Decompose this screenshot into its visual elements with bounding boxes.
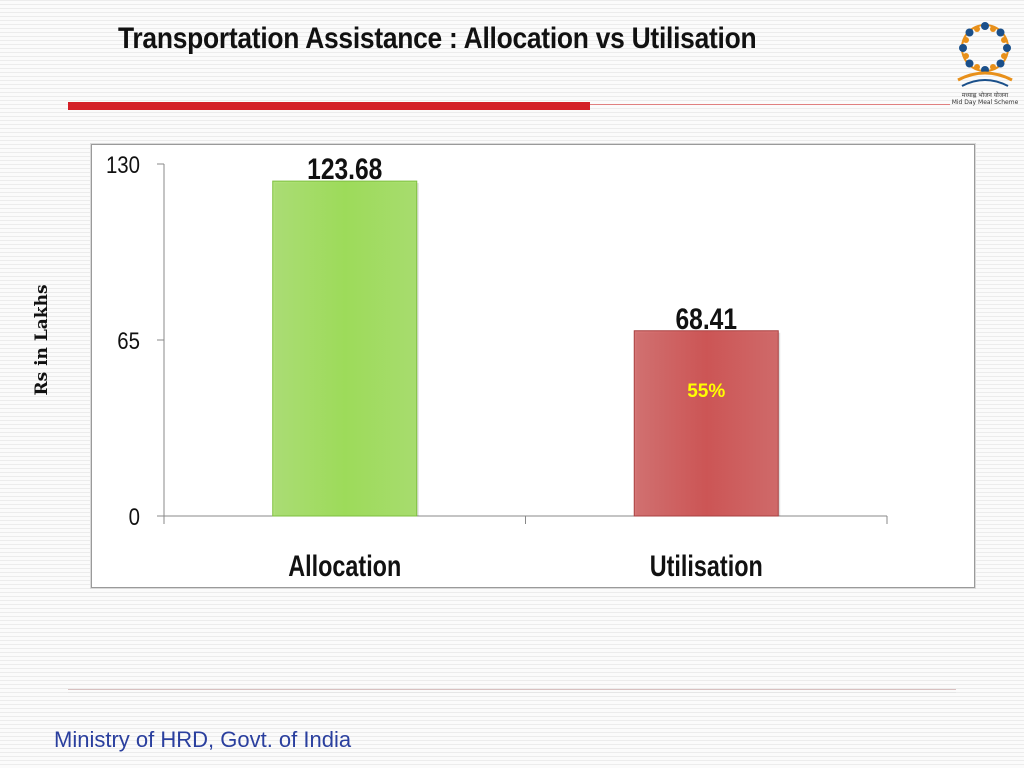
utilisation-percent-annotation: 55% [687,381,725,402]
chart-labels: 123.68 Allocation 68.41 Utilisation 55% [288,152,763,583]
logo-caption-english: Mid Day Meal Scheme [951,99,1019,106]
footer-divider-secondary [68,692,956,693]
logo-caption: मध्याह्न भोजन योजना Mid Day Meal Scheme [950,92,1020,106]
y-tick-label: 130 [106,151,140,178]
slide-title: Transportation Assistance : Allocation v… [118,22,757,55]
mid-day-meal-logo [957,22,1013,87]
footer-divider [68,689,956,690]
chart-area [91,144,975,588]
chart-bars [272,180,781,517]
bar-utilisation [633,330,779,517]
x-tick-label-allocation: Allocation [288,549,401,582]
data-label-utilisation: 68.41 [675,301,737,335]
y-tick-label: 65 [117,327,140,354]
x-tick-label-utilisation: Utilisation [650,549,763,582]
data-label-allocation: 123.68 [307,152,382,186]
y-tick-label: 0 [129,503,140,530]
bar-allocation [272,180,418,517]
title-underline-line [590,104,950,105]
title-underline-bar [68,102,590,110]
logo-caption-hindi: मध्याह्न भोजन योजना [961,92,1009,99]
footer-text: Ministry of HRD, Govt. of India [54,727,352,752]
